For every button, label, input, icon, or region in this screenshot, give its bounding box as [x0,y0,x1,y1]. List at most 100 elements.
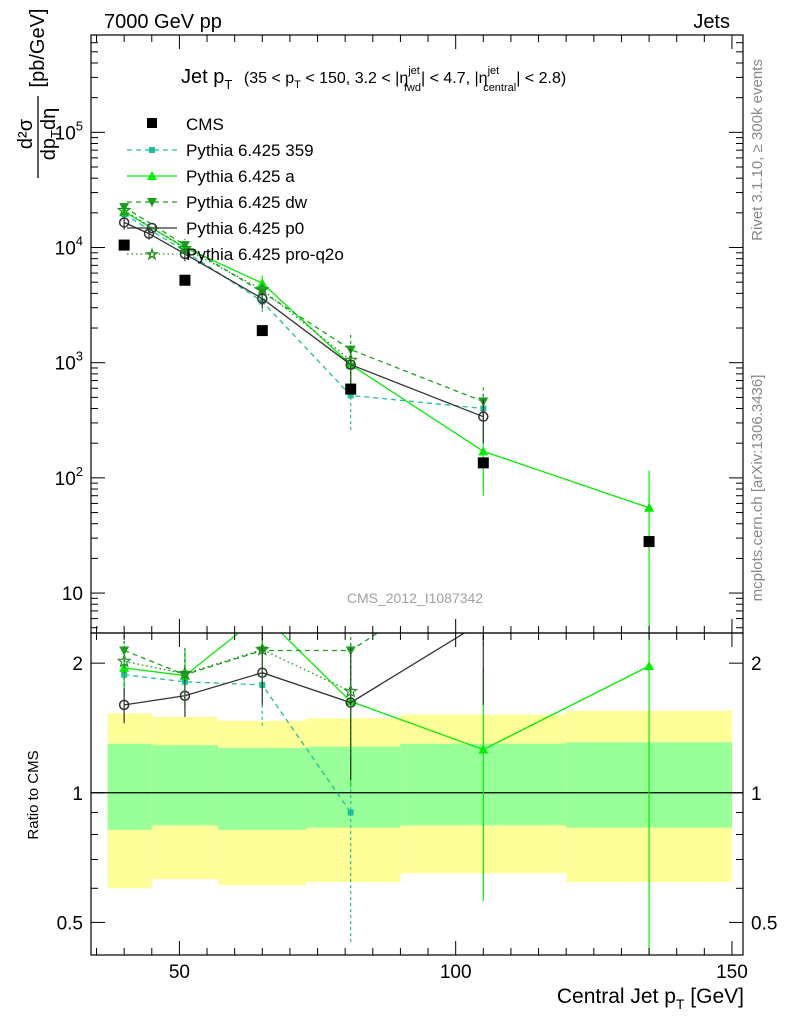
legend-marker-pythia-a [147,171,157,180]
tick-exp: 2 [76,464,83,479]
ratio-point-pythia_a [644,660,655,670]
ratio-series-pythia_dw [119,560,488,713]
ratio-point-pythia_a [478,744,489,754]
main-y-axis-label: d²σ dpTdη [pb/GeV] [15,9,63,178]
legend-marker-pythia-p0 [146,222,158,234]
ratio-point-pythia_pro_q2o [177,666,193,680]
mcplots-label: mcplots.cern.ch [arXiv:1306.3436] [749,375,766,602]
tick-exp: 4 [76,234,83,249]
legend-label-pythia-a: Pythia 6.425 a [186,167,295,186]
legend-item-pythia-dw: Pythia 6.425 dw [127,193,308,212]
main-point-pythia_pro_q2o [255,282,270,296]
main-point-pythia_p0 [478,411,489,422]
main-point-pythia_a [478,446,489,456]
legend-marker-pythia-359 [149,147,155,153]
ratio-point-pythia_pro_q2o [255,641,270,656]
main-point-pythia_pro_q2o [116,202,132,217]
ratio-point-pythia_p0 [118,699,130,711]
ratio-line-pythia_p0 [124,633,466,706]
title-cut-mid: < 150, 3.2 < |η [301,70,408,87]
main-point-pythia_p0 [143,228,155,239]
tick-base: 10 [55,469,76,490]
ratio-y-tick-label-right: 2 [751,654,762,675]
title-cut-close: | < 2.8) [516,70,566,87]
main-point-pythia_359 [347,392,354,399]
main-point-cms [345,383,357,395]
main-point-pythia_pro_q2o [177,240,193,255]
legend-item-pythia-359: Pythia 6.425 359 [127,141,314,160]
main-y-tick-label: 103 [55,349,83,375]
main-y-tick-label: 104 [55,234,83,260]
ylabel-den: dp [38,138,60,160]
ratio-point-pythia_a [257,609,267,618]
ratio-point-pythia_pro_q2o [343,683,358,698]
ylabel-unit: [pb/GeV] [27,9,49,88]
legend-label-pythia-dw: Pythia 6.425 dw [186,193,308,212]
tick-base: 10 [55,123,76,144]
legend-label-cms: CMS [186,115,224,134]
ratio-band-inner [218,748,307,830]
main-point-cms [477,457,489,469]
legend-item-cms: CMS [147,115,224,134]
legend-marker-cms [147,118,157,128]
watermark: CMS_2012_I1087342 [347,590,483,606]
main-point-pythia_p0 [118,217,130,228]
ratio-series-pythia_pro_q2o [116,633,358,756]
main-point-cms [256,325,268,337]
ratio-point-pythia_pro_q2o [116,653,132,668]
legend-marker-pythia-pro-q2o: ☆ [146,246,159,262]
legend-item-pythia-p0: Pythia 6.425 p0 [127,219,304,238]
ratio-point-pythia_dw [478,560,488,569]
ratio-band-inner [151,745,219,826]
title-cut-mid2: | < 4.7, |η [421,70,488,87]
svg-text:d²σ: d²σ [15,118,37,149]
ratio-line-pythia_359 [124,674,352,813]
ratio-x-tick-label: 50 [169,962,190,983]
ratio-axis-layer: 0.5 0.5 1 1 2 2 50 100 150 [57,632,777,983]
main-y-tick-label: 105 [55,118,83,144]
ratio-line-pythia_a [124,633,650,751]
ratio-point-pythia_p0 [479,617,488,626]
legend-label-pythia-p0: Pythia 6.425 p0 [186,219,304,238]
ratio-y-tick-label: 0.5 [57,913,83,934]
title-sup-jet-2: jet [487,65,500,77]
legend-label-pythia-pro-q2o: Pythia 6.425 pro-q2o [186,245,344,264]
main-point-pythia_dw [119,202,130,212]
ratio-band-inner [107,743,152,830]
title-cut-sub-t: T [294,79,301,91]
main-point-pythia_pro_q2o [343,352,358,367]
ratio-y-axis-label: Ratio to CMS [25,750,42,839]
main-plot-layer [116,201,655,633]
legend-item-pythia-a: Pythia 6.425 a [127,167,295,186]
main-y-tick-label: 102 [55,464,83,490]
ratio-y-tick-label-right: 1 [751,784,762,805]
main-point-pythia_a [644,502,655,512]
x-axis-label: Central Jet pT [GeV] [557,985,744,1012]
title-sub-central: central [483,82,516,94]
ratio-point-pythia_dw [119,646,130,656]
ratio-point-pythia_359 [347,809,354,816]
main-point-pythia_p0 [257,293,268,304]
title-main: Jet p [181,66,224,88]
xlabel-main: Central Jet p [557,985,676,1008]
legend-marker-pythia-dw [147,198,157,207]
ratio-frame [90,632,744,956]
ratio-line-pythia_pro_q2o [124,648,351,692]
ratio-x-tick-label: 100 [440,962,472,983]
svg-text:dpTdη: dpTdη [38,108,63,160]
title-cut-open: (35 < p [244,70,294,87]
xlabel-sub: T [676,996,685,1012]
legend-label-pythia-359: Pythia 6.425 359 [186,141,314,160]
rivet-label: Rivet 3.1.10, ≥ 300k events [749,59,766,241]
ratio-x-tick-label: 150 [716,962,748,983]
main-series-cms [118,239,655,548]
ratio-plot-layer [91,560,743,955]
energy-label: 7000 GeV pp [104,11,222,33]
main-series-pythia_pro_q2o [116,202,358,385]
main-point-cms [643,536,655,548]
tick-exp: 3 [76,349,83,364]
main-point-pythia_dw [179,241,190,251]
ylabel-num: d²σ [15,118,37,149]
